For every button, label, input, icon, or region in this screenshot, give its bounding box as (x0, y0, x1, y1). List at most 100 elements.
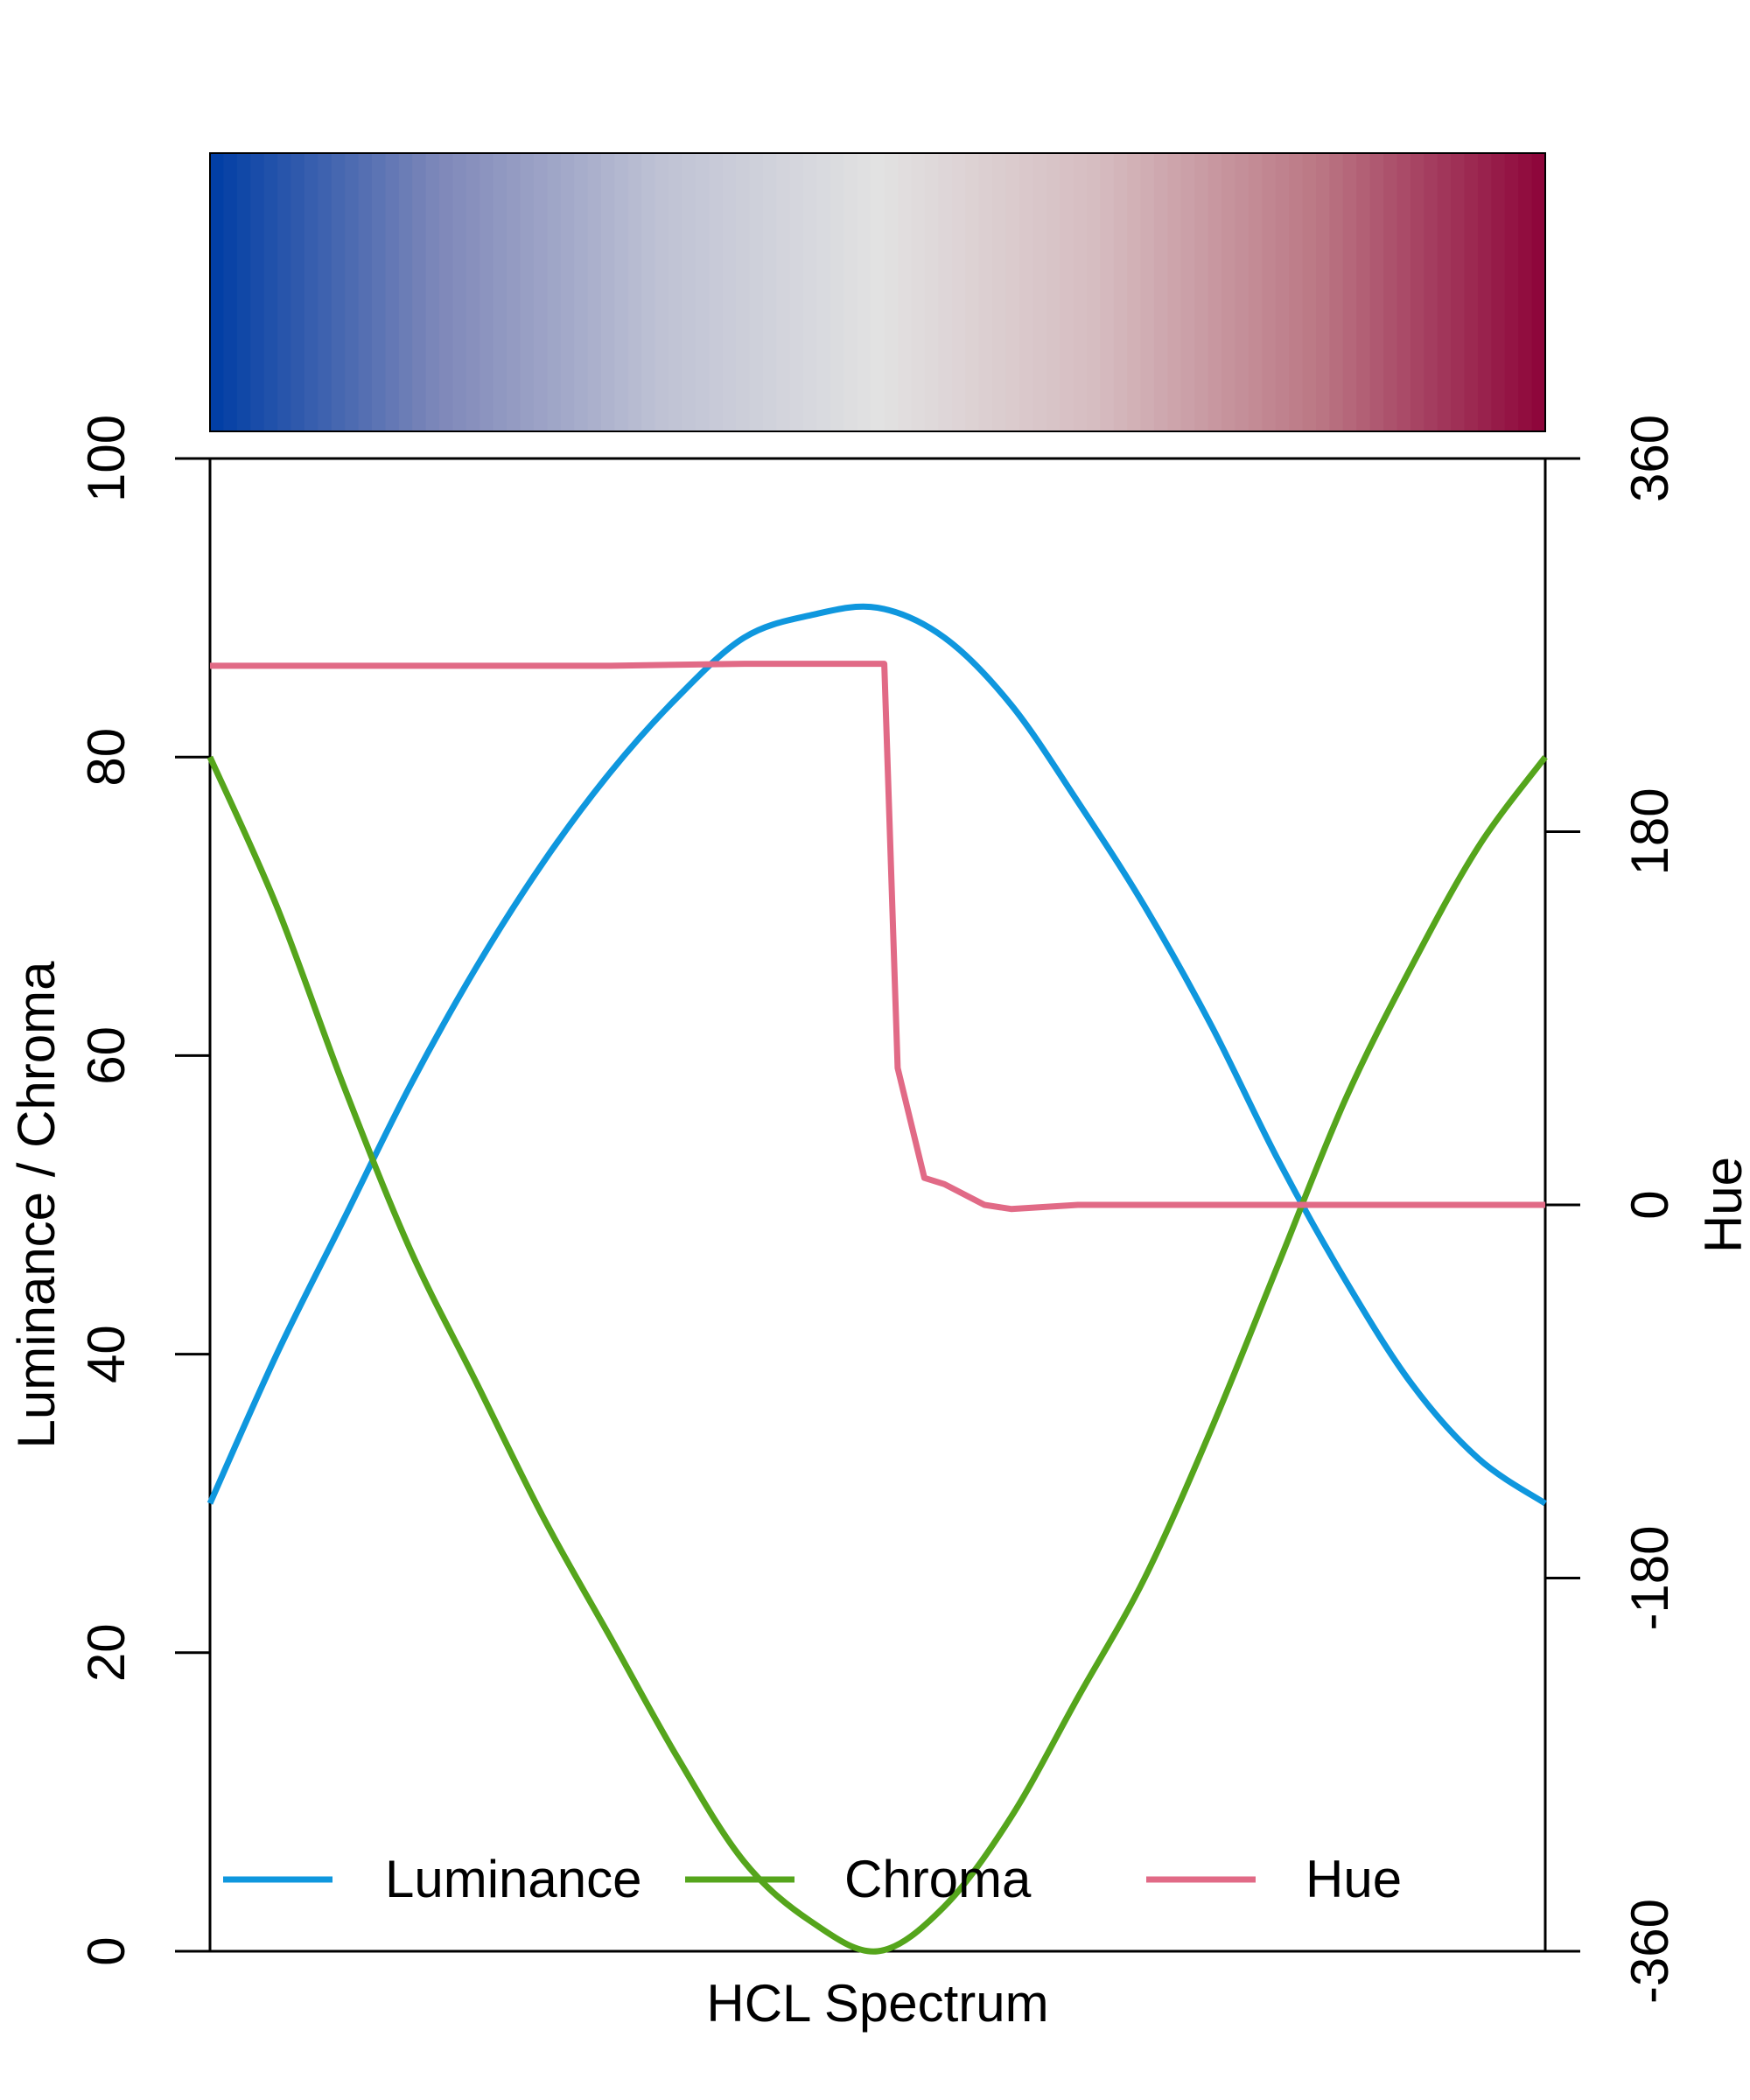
color-swatch (924, 153, 939, 431)
color-swatch (992, 153, 1007, 431)
y-tick-label-left: 80 (77, 728, 136, 787)
color-swatch (520, 153, 535, 431)
color-swatch (574, 153, 589, 431)
y-tick-label-left: 20 (77, 1623, 136, 1682)
color-swatch (533, 153, 548, 431)
color-swatch (547, 153, 562, 431)
y-axis-label-right: Hue (1694, 1157, 1750, 1253)
color-swatch (1262, 153, 1277, 431)
color-swatch (1531, 153, 1546, 431)
color-swatch (627, 153, 642, 431)
color-swatch (277, 153, 292, 431)
color-swatch (1356, 153, 1371, 431)
color-swatch (493, 153, 508, 431)
series-line-chroma (206, 755, 1548, 1955)
legend-label-luminance: Luminance (385, 1850, 642, 1908)
color-swatch (1005, 153, 1020, 431)
color-swatch (1167, 153, 1182, 431)
color-swatch (884, 153, 899, 431)
color-swatch (358, 153, 373, 431)
color-swatch (776, 153, 791, 431)
color-swatch (1477, 153, 1492, 431)
y-tick-label-left: 100 (77, 415, 136, 502)
color-swatch (601, 153, 616, 431)
color-swatch (1491, 153, 1506, 431)
color-swatch (223, 153, 238, 431)
color-swatch (1437, 153, 1452, 431)
color-swatch (210, 153, 225, 431)
color-swatch (560, 153, 575, 431)
color-swatch (668, 153, 683, 431)
x-axis-label: HCL Spectrum (706, 1974, 1048, 2033)
color-swatch (1518, 153, 1533, 431)
color-swatch (1073, 153, 1088, 431)
color-swatch (1369, 153, 1384, 431)
color-swatch (789, 153, 804, 431)
color-swatch (803, 153, 818, 431)
color-swatch (1342, 153, 1357, 431)
color-swatch (1504, 153, 1519, 431)
color-swatch (898, 153, 913, 431)
color-swatch (1235, 153, 1250, 431)
color-swatch (466, 153, 480, 431)
color-swatch (1060, 153, 1074, 431)
color-swatch (951, 153, 966, 431)
color-swatch (654, 153, 669, 431)
color-swatch (345, 153, 360, 431)
color-swatch (1248, 153, 1263, 431)
color-swatch (412, 153, 427, 431)
color-swatch (480, 153, 494, 431)
color-swatch (830, 153, 845, 431)
color-swatch (452, 153, 467, 431)
legend-label-chroma: Chroma (844, 1850, 1032, 1908)
color-swatch (1113, 153, 1128, 431)
plot-area (208, 457, 1547, 1953)
color-swatch (331, 153, 346, 431)
color-swatch (1396, 153, 1411, 431)
y-tick-label-left: 60 (77, 1026, 136, 1085)
right-axis: -360 -180 0 180 360 (1545, 415, 1679, 2004)
color-swatch (425, 153, 440, 431)
color-swatch (318, 153, 332, 431)
color-swatch (1451, 153, 1466, 431)
color-swatch (439, 153, 454, 431)
color-swatch (1194, 153, 1209, 431)
y-tick-label-right: 0 (1620, 1190, 1679, 1219)
color-swatch (1289, 153, 1304, 431)
y-tick-label-right: -360 (1620, 1899, 1679, 2004)
series-line-hue (210, 661, 1545, 1213)
color-swatch (1302, 153, 1317, 431)
color-swatch (1208, 153, 1222, 431)
color-swatch (1222, 153, 1236, 431)
color-swatch (398, 153, 413, 431)
color-swatch (682, 153, 696, 431)
color-swatch (263, 153, 278, 431)
color-swatch (290, 153, 305, 431)
color-swatch (1464, 153, 1479, 431)
y-tick-label-right: 180 (1620, 788, 1679, 875)
color-swatch (1180, 153, 1195, 431)
color-swatch (371, 153, 386, 431)
color-swatch (938, 153, 953, 431)
color-swatch (1086, 153, 1101, 431)
color-swatch (1127, 153, 1142, 431)
color-swatch (1315, 153, 1330, 431)
color-swatch (236, 153, 251, 431)
left-axis: 0 20 40 60 80 100 (77, 415, 210, 1966)
color-swatch (614, 153, 629, 431)
series-lines (206, 603, 1548, 1955)
color-swatch (587, 153, 602, 431)
color-swatch (709, 153, 724, 431)
color-swatch (844, 153, 858, 431)
color-swatch (385, 153, 400, 431)
color-swatch (857, 153, 872, 431)
color-swatch (978, 153, 993, 431)
color-swatch (1140, 153, 1155, 431)
color-swatch (1424, 153, 1438, 431)
y-tick-label-left: 0 (77, 1936, 136, 1965)
color-swatch (1383, 153, 1398, 431)
y-tick-label-right: -180 (1620, 1525, 1679, 1630)
color-swatch (1410, 153, 1424, 431)
color-swatch (641, 153, 656, 431)
